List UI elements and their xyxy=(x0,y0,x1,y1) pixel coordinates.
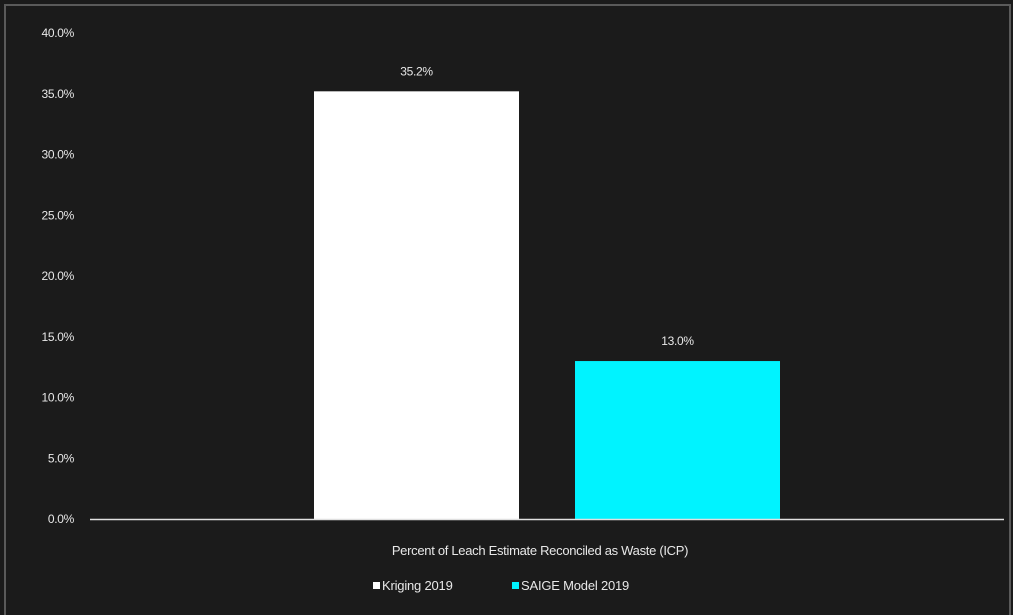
y-tick-label: 20.0% xyxy=(41,269,74,283)
y-tick-label: 30.0% xyxy=(41,148,74,162)
bar-kriging-2019 xyxy=(314,91,519,519)
y-tick-label: 15.0% xyxy=(41,330,74,344)
legend-label: SAIGE Model 2019 xyxy=(521,578,629,593)
plot-area: 35.2% 13.0% xyxy=(314,64,780,519)
y-tick-label: 5.0% xyxy=(48,451,75,465)
x-category-label: Percent of Leach Estimate Reconciled as … xyxy=(392,543,688,558)
y-axis: 0.0% 5.0% 10.0% 15.0% 20.0% 25.0% 30.0% 35.0% 40… xyxy=(41,26,74,526)
legend-swatch xyxy=(512,582,519,589)
legend-label: Kriging 2019 xyxy=(382,578,453,593)
data-label: 35.2% xyxy=(400,64,433,78)
legend: Kriging 2019 SAIGE Model 2019 xyxy=(373,578,629,593)
legend-swatch xyxy=(373,582,380,589)
y-tick-label: 10.0% xyxy=(41,391,74,405)
bar-saige-model-2019 xyxy=(575,361,780,519)
y-tick-label: 25.0% xyxy=(41,208,74,222)
y-tick-label: 40.0% xyxy=(41,26,74,40)
y-tick-label: 0.0% xyxy=(48,512,75,526)
y-tick-label: 35.0% xyxy=(41,87,74,101)
data-label: 13.0% xyxy=(661,334,694,348)
